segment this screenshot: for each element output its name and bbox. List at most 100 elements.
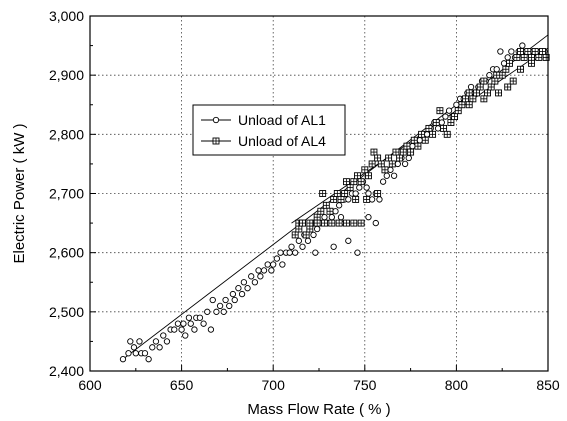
data-point [328,214,335,221]
data-point [171,326,178,333]
data-point [229,290,237,298]
data-point [291,231,299,239]
data-point [381,166,389,174]
data-point [306,219,314,227]
data-point [438,119,445,126]
data-point [145,356,152,363]
data-point [130,344,138,351]
data-point [180,320,187,327]
data-point [425,124,433,132]
data-point [473,89,481,97]
y-tick-label: 2,900 [49,67,84,83]
data-point [149,344,156,351]
data-point [528,53,535,61]
data-point [345,237,352,244]
data-point [363,184,370,191]
data-point [209,296,216,304]
data-point [136,338,143,345]
y-tick-label: 2,500 [49,304,84,320]
data-point [374,154,382,162]
data-point [350,178,358,186]
data-point [453,101,460,108]
data-point [244,285,251,292]
data-point [356,184,363,191]
data-point [370,148,378,156]
series-2-points [291,48,550,239]
y-tick-label: 2,600 [49,245,84,261]
data-point [260,267,268,274]
data-point [365,214,372,221]
data-point [292,249,299,256]
data-point [440,124,448,132]
data-point [326,207,334,215]
data-point [504,83,512,91]
data-point [288,243,295,250]
data-point [187,320,194,327]
data-point [352,190,359,197]
x-tick-label: 850 [536,377,560,393]
data-point [535,53,543,61]
data-point [119,356,127,363]
data-point [454,107,462,115]
data-point [504,54,511,61]
data-point [346,184,354,192]
y-tick-label: 2,700 [49,186,84,202]
data-point [423,131,431,138]
data-point [248,273,255,280]
data-point [207,326,215,333]
data-point [295,225,303,233]
data-point [519,42,526,49]
data-point [416,137,423,144]
data-point [451,113,459,121]
data-point [240,279,248,286]
data-point [337,214,345,221]
data-point [156,344,163,351]
data-point [174,320,182,327]
data-point [332,208,339,215]
y-tick-label: 2,400 [49,363,84,379]
data-point [429,130,437,138]
data-point [299,219,306,227]
data-point [469,95,477,103]
data-point [394,160,401,168]
x-tick-label: 650 [170,377,194,393]
data-point [235,285,242,292]
data-point [387,166,394,173]
data-point [220,308,227,315]
data-point [480,77,488,85]
x-axis-title: Mass Flow Rate ( % ) [247,401,390,418]
data-point [491,77,499,85]
data-point [317,207,325,215]
data-point [493,66,500,73]
legend-marker-series-2 [212,137,220,145]
data-point [486,72,493,79]
data-point [383,172,390,179]
data-point [476,83,484,91]
tick-labels: 600 650 700 750 800 850 2,400 2,500 2,600 2,700 2,… [49,8,560,393]
data-point [442,113,449,120]
data-point [313,219,321,227]
data-point [405,154,412,162]
data-point [376,196,383,203]
data-point [319,190,327,197]
data-point [517,48,524,55]
data-points [119,42,550,363]
data-point [231,296,238,304]
data-point [196,314,204,321]
data-point [321,219,328,227]
data-point [368,160,376,168]
x-tick-label: 700 [262,377,286,393]
data-point [200,320,207,327]
data-point [357,219,365,227]
x-tick-label: 750 [353,377,377,393]
data-point [409,143,416,150]
data-point [268,267,275,274]
data-point [352,195,360,203]
data-point [213,308,220,315]
data-point [341,190,349,197]
data-point [163,338,171,345]
y-tick-label: 2,800 [49,126,84,142]
data-point [500,60,508,67]
data-point [132,350,139,357]
